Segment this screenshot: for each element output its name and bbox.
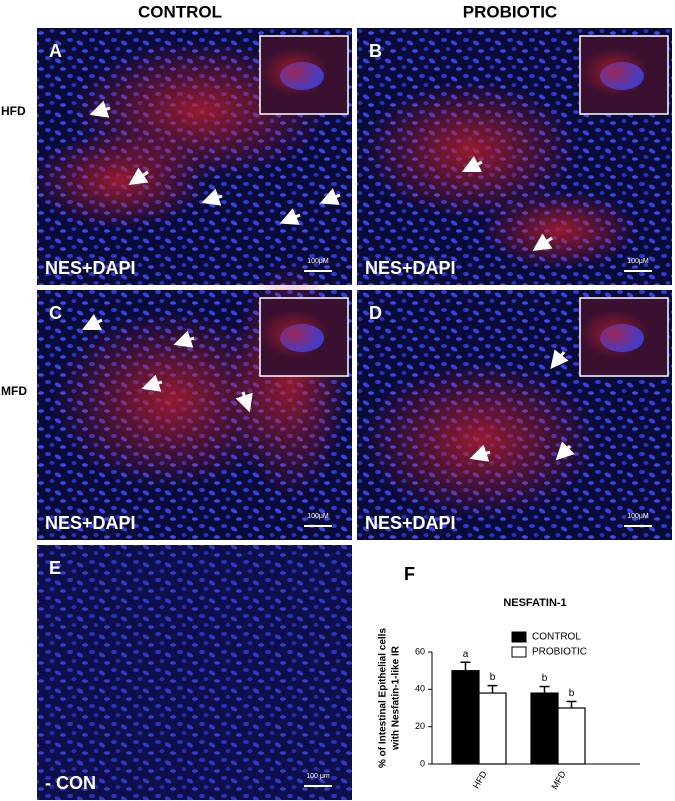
bar — [478, 692, 507, 765]
inset-stain — [580, 48, 648, 96]
y-tick-label: 40 — [415, 684, 425, 694]
legend-label: CONTROL — [532, 632, 581, 643]
inset-stain — [260, 48, 328, 96]
stain-region — [480, 190, 640, 270]
bar — [451, 670, 480, 765]
inset-stain — [580, 310, 648, 358]
panel-label: D — [369, 303, 382, 323]
legend-swatch — [511, 646, 527, 658]
stain-region — [230, 260, 350, 500]
arrow — [235, 391, 253, 413]
row-header: HFD — [1, 104, 26, 118]
panel-label: E — [49, 558, 61, 578]
stain-label: - CON — [45, 773, 96, 793]
scale-label: 100 μm — [306, 773, 330, 780]
scale-label: 100μM — [627, 513, 649, 520]
legend-swatch — [511, 631, 527, 643]
arrow — [81, 313, 103, 331]
scale-label: 100μM — [627, 258, 649, 265]
inset-stain — [260, 310, 328, 358]
arrow — [461, 155, 483, 173]
stain-label: NES+DAPI — [45, 513, 136, 533]
panels: A NES+DAPI 100μM B NES+DAPI 100μM C NES+DAPI 100… — [30, 28, 672, 800]
arrow — [89, 100, 111, 118]
significance-letter: b — [490, 672, 496, 683]
arrow — [173, 330, 195, 348]
bar — [557, 707, 586, 765]
arrow — [141, 374, 163, 392]
arrow — [532, 233, 553, 251]
y-tick-label: 20 — [415, 721, 425, 731]
scale-label: 100μM — [307, 513, 329, 520]
micrograph — [37, 545, 352, 800]
panel-label: F — [404, 564, 415, 584]
stain-label: NES+DAPI — [45, 258, 136, 278]
significance-letter: b — [569, 688, 575, 699]
y-axis-label: with Nesfatin-1-like IR — [391, 645, 402, 751]
arrow — [550, 349, 569, 370]
stain-region — [360, 80, 580, 220]
arrow — [279, 208, 301, 225]
bar — [530, 692, 559, 765]
legend-label: PROBIOTIC — [532, 647, 587, 658]
column-header: CONTROL — [138, 2, 222, 21]
arrow — [319, 188, 341, 205]
significance-letter: b — [542, 673, 548, 684]
significance-letter: a — [463, 649, 469, 660]
arrow — [128, 167, 149, 185]
panel-label: B — [369, 41, 382, 61]
stain-region — [360, 360, 600, 520]
stain-label: NES+DAPI — [365, 513, 456, 533]
column-header: PROBIOTIC — [463, 2, 557, 21]
y-axis-label: % of Intestinal Epithelial cells — [378, 628, 389, 768]
scale-label: 100μM — [307, 258, 329, 265]
stain-region — [30, 130, 210, 230]
panel-label: C — [49, 303, 62, 323]
chart: F NESFATIN-1 % of Intestinal Epithelial ce… — [378, 564, 640, 791]
arrow — [555, 441, 575, 461]
x-tick-label: MFD — [549, 769, 568, 791]
y-tick-label: 60 — [415, 646, 425, 656]
stain-region — [50, 310, 290, 490]
row-header: MFD — [1, 384, 27, 398]
tint — [37, 545, 352, 800]
panel-label: A — [49, 41, 62, 61]
x-tick-label: HFD — [471, 769, 489, 790]
arrow — [201, 188, 223, 206]
y-tick-label: 0 — [420, 758, 425, 768]
chart-title: NESFATIN-1 — [503, 597, 566, 609]
arrow — [469, 444, 491, 462]
stain-label: NES+DAPI — [365, 258, 456, 278]
